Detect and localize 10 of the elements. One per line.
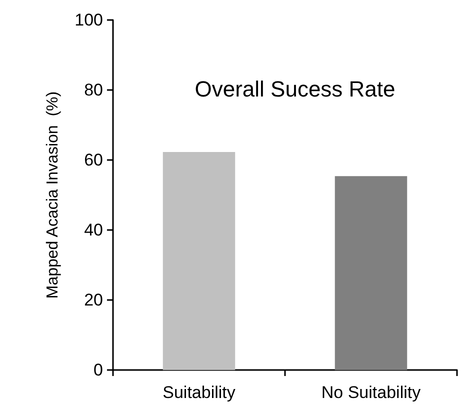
x-tick-label: Suitability <box>162 383 236 402</box>
y-axis-title: Mapped Acacia Invasion (%) <box>44 91 62 299</box>
y-tick-label: 0 <box>94 360 103 380</box>
text: Overall Sucess Rate <box>194 76 396 102</box>
x-tick-label: No Suitability <box>321 383 422 402</box>
y-tick-label: 40 <box>84 220 103 240</box>
y-tick-label: 80 <box>84 80 103 100</box>
y-tick-label: 60 <box>84 150 103 170</box>
y-tick-label: 100 <box>74 10 103 30</box>
y-tick-label: 20 <box>84 290 103 310</box>
